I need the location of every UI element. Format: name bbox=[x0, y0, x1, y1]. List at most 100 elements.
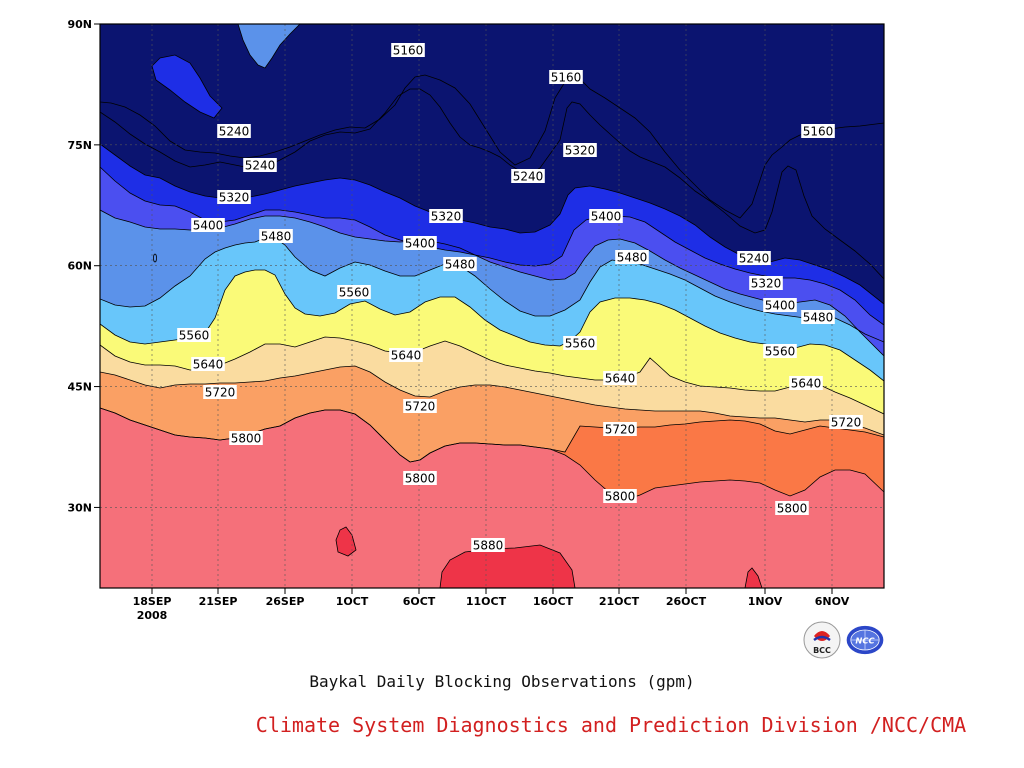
x-tick-label: 11OCT bbox=[466, 595, 507, 608]
contour-label: 5480 bbox=[443, 257, 477, 272]
contour-label: 5240 bbox=[243, 158, 277, 173]
contour-label: 5800 bbox=[229, 431, 263, 446]
contour-line bbox=[100, 166, 884, 326]
contour-label-text: 5400 bbox=[591, 210, 622, 224]
y-axis: 30N 45N 60N 75N 90N bbox=[67, 18, 100, 514]
contour-label-bg bbox=[763, 344, 797, 358]
contour-label-text: 5240 bbox=[739, 252, 770, 266]
contour-label: 5640 bbox=[789, 376, 823, 391]
contour-label-text: 5320 bbox=[219, 191, 250, 205]
contour-label-text: 5320 bbox=[565, 144, 596, 158]
contour-label: 5560 bbox=[763, 344, 797, 359]
contour-label: 5640 bbox=[191, 357, 225, 372]
contour-label-text: 5720 bbox=[831, 416, 862, 430]
small-contour bbox=[153, 253, 157, 263]
contour-label-text: 5800 bbox=[231, 432, 262, 446]
contour-label: 5560 bbox=[563, 336, 597, 351]
contour-label: 5160 bbox=[549, 70, 583, 85]
contour-label-text: 5480 bbox=[803, 311, 834, 325]
contour-label-bg bbox=[191, 357, 225, 371]
contour-label-text: 5400 bbox=[405, 237, 436, 251]
bcc-logo: BCC bbox=[803, 621, 841, 659]
contour-label-bg bbox=[391, 43, 425, 57]
contour-label-text: 5160 bbox=[551, 71, 582, 85]
contour-label: 5560 bbox=[177, 328, 211, 343]
contour-label: 5560 bbox=[337, 285, 371, 300]
x-tick-label: 16OCT bbox=[533, 595, 574, 608]
contour-label-text: 5240 bbox=[219, 125, 250, 139]
contour-label: 5240 bbox=[511, 169, 545, 184]
contour-label-text: 5800 bbox=[777, 502, 808, 516]
contour-label-bg bbox=[511, 169, 545, 183]
contour-label: 5800 bbox=[603, 489, 637, 504]
contour-label-bg bbox=[177, 328, 211, 342]
contour-label-text: 5400 bbox=[193, 219, 224, 233]
contour-label-text: 5320 bbox=[751, 277, 782, 291]
contour-label-bg bbox=[443, 257, 477, 271]
contour-label: 5480 bbox=[259, 229, 293, 244]
contour-line bbox=[335, 526, 357, 557]
contour-label: 5400 bbox=[403, 236, 437, 251]
contour-line bbox=[100, 365, 884, 436]
contour-labels: 5160 5160 5160 5240 5240 5240 5240 5320 5320 5320… bbox=[177, 43, 863, 553]
contour-label: 5320 bbox=[563, 143, 597, 158]
contour-label-bg bbox=[763, 298, 797, 312]
contour-label: 5880 bbox=[471, 538, 505, 553]
contour-line bbox=[100, 237, 884, 343]
contour-label-bg bbox=[217, 190, 251, 204]
contour-label-bg bbox=[217, 124, 251, 138]
contour-label-bg bbox=[603, 489, 637, 503]
x-tick-label: 6NOV bbox=[815, 595, 850, 608]
contour-label: 5240 bbox=[217, 124, 251, 139]
contour-label-bg bbox=[737, 251, 771, 265]
contour-label-bg bbox=[801, 310, 835, 324]
contour-label: 5720 bbox=[603, 422, 637, 437]
contour-label-bg bbox=[615, 250, 649, 264]
contour-line bbox=[237, 24, 301, 69]
contour-label-text: 5640 bbox=[193, 358, 224, 372]
x-tick-label: 18SEP bbox=[133, 595, 172, 608]
contour-label-text: 5720 bbox=[605, 423, 636, 437]
contour-label-bg bbox=[389, 348, 423, 362]
contour-label: 5160 bbox=[391, 43, 425, 58]
contour-label-bg bbox=[229, 431, 263, 445]
contour-label-bg bbox=[749, 276, 783, 290]
contour-label-bg bbox=[337, 285, 371, 299]
y-tick-label: 90N bbox=[67, 18, 92, 31]
contour-label-text: 5400 bbox=[765, 299, 796, 313]
contour-label-text: 5800 bbox=[605, 490, 636, 504]
contour-label-text: 5240 bbox=[513, 170, 544, 184]
y-tick-label: 30N bbox=[67, 501, 92, 514]
x-axis: 18SEP 21SEP 26SEP 1OCT 6OCT 11OCT 16OCT 21OCT 26… bbox=[133, 588, 850, 622]
contour-label: 5640 bbox=[389, 348, 423, 363]
contour-label-bg bbox=[259, 229, 293, 243]
contour-label: 5240 bbox=[737, 251, 771, 266]
contour-label: 5320 bbox=[217, 190, 251, 205]
contour-label-text: 5560 bbox=[765, 345, 796, 359]
contour-label-bg bbox=[471, 538, 505, 552]
contour-label-text: 5480 bbox=[445, 258, 476, 272]
contour-label: 5720 bbox=[403, 399, 437, 414]
x-tick-label: 21SEP bbox=[199, 595, 238, 608]
y-tick-label: 60N bbox=[67, 260, 92, 273]
contour-line bbox=[100, 336, 884, 415]
contour-label: 5320 bbox=[429, 209, 463, 224]
contour-label-text: 5640 bbox=[605, 372, 636, 386]
contour-label-text: 5640 bbox=[791, 377, 822, 391]
y-tick-label: 45N bbox=[67, 381, 92, 394]
contour-label-bg bbox=[589, 209, 623, 223]
contour-label-bg bbox=[429, 209, 463, 223]
contour-label-text: 5160 bbox=[393, 44, 424, 58]
contour-label-text: 5720 bbox=[405, 400, 436, 414]
contour-label: 5480 bbox=[801, 310, 835, 325]
contour-label: 5400 bbox=[589, 209, 623, 224]
contour-label: 5800 bbox=[403, 471, 437, 486]
contour-label-bg bbox=[549, 70, 583, 84]
contour-label: 5640 bbox=[603, 371, 637, 386]
contour-line bbox=[100, 209, 884, 357]
chart-title: Baykal Daily Blocking Observations (gpm) bbox=[309, 672, 695, 691]
x-tick-label: 1OCT bbox=[336, 595, 369, 608]
x-tick-label: 26OCT bbox=[666, 595, 707, 608]
contour-label-text: 5320 bbox=[431, 210, 462, 224]
contour-label: 5720 bbox=[829, 415, 863, 430]
